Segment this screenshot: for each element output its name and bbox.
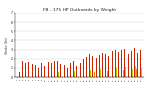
Bar	[125, 67, 126, 77]
Bar	[100, 69, 101, 77]
Bar	[136, 69, 137, 77]
Bar	[38, 68, 39, 77]
Bar	[54, 61, 55, 77]
Bar	[121, 50, 122, 77]
Bar	[134, 48, 135, 77]
Bar	[22, 61, 23, 77]
Bar	[41, 63, 42, 77]
Bar	[118, 52, 119, 77]
Bar	[94, 72, 95, 77]
Bar	[44, 66, 45, 77]
Bar	[123, 70, 124, 77]
Bar	[48, 62, 49, 77]
Bar	[73, 61, 74, 77]
Bar	[76, 66, 77, 77]
Bar	[96, 58, 97, 77]
Bar	[99, 55, 100, 77]
Bar	[83, 59, 84, 77]
Bar	[90, 70, 91, 77]
Bar	[128, 54, 129, 77]
Bar	[107, 71, 108, 77]
Bar	[51, 63, 52, 77]
Bar	[64, 65, 65, 77]
Title: FB - 175 HP Outboards by Weight: FB - 175 HP Outboards by Weight	[43, 8, 116, 12]
Bar	[80, 63, 81, 77]
Bar	[105, 54, 106, 77]
Bar	[89, 54, 90, 77]
Bar	[70, 63, 71, 77]
Bar	[19, 72, 20, 77]
Bar	[141, 68, 142, 77]
Bar	[28, 62, 29, 77]
Bar	[135, 66, 136, 77]
Bar	[67, 68, 68, 77]
Bar	[32, 72, 33, 77]
Bar	[74, 71, 75, 77]
Bar	[137, 53, 138, 77]
Bar	[112, 51, 113, 77]
Bar	[108, 56, 109, 77]
Bar	[86, 57, 87, 77]
Bar	[115, 50, 116, 77]
Bar	[102, 53, 103, 77]
Bar	[92, 56, 93, 77]
Bar	[116, 68, 117, 77]
Y-axis label: Stroke (lbs): Stroke (lbs)	[5, 36, 9, 54]
Bar	[57, 61, 58, 77]
Bar	[132, 69, 133, 77]
Bar	[60, 64, 61, 77]
Bar	[35, 65, 36, 77]
Bar	[25, 63, 26, 77]
Bar	[131, 51, 132, 77]
Bar	[58, 72, 59, 77]
